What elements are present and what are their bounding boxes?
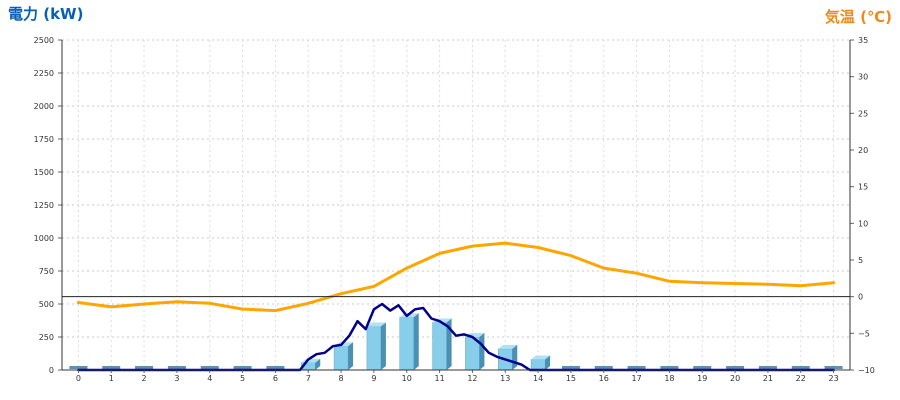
bar xyxy=(333,345,349,371)
left-tick-label: 500 xyxy=(39,300,54,309)
right-tick-label: 5 xyxy=(858,256,863,265)
bar-top xyxy=(498,344,518,349)
x-tick-label: 20 xyxy=(730,374,740,383)
bar-zero-slab xyxy=(693,366,712,369)
bar-side xyxy=(545,355,551,370)
bar-side xyxy=(512,344,518,370)
x-tick-label: 6 xyxy=(273,374,278,383)
bar-side xyxy=(315,358,321,370)
axes xyxy=(58,39,854,373)
bar-zero-slab xyxy=(167,366,186,369)
right-tick-label: 20 xyxy=(858,146,868,155)
left-tick-label: 2500 xyxy=(34,36,54,45)
x-tick-label: 5 xyxy=(240,374,245,383)
x-tick-label: 18 xyxy=(664,374,674,383)
left-axis-title: 電力 (kW) xyxy=(8,5,83,23)
bar-top xyxy=(531,355,551,360)
bar-side xyxy=(348,342,354,370)
bar-side xyxy=(479,333,485,370)
x-tick-label: 14 xyxy=(533,374,543,383)
bar-zero-slab xyxy=(266,366,285,369)
x-tick-label: 23 xyxy=(828,374,838,383)
x-tick-label: 16 xyxy=(599,374,609,383)
bar-top xyxy=(366,322,386,327)
bar-side xyxy=(413,313,419,370)
bar-zero-slab xyxy=(69,366,88,369)
x-tick-label: 11 xyxy=(434,374,444,383)
right-axis-title: 気温 (℃) xyxy=(825,8,892,26)
right-tick-label: 30 xyxy=(858,73,868,82)
bar-zero-slab xyxy=(594,366,613,369)
left-tick-label: 250 xyxy=(39,333,54,342)
x-tick-label: 3 xyxy=(174,374,179,383)
right-tick-label: 10 xyxy=(858,219,868,228)
line-series xyxy=(76,241,836,372)
left-tick-label: 2000 xyxy=(34,102,54,111)
x-tick-label: 9 xyxy=(371,374,376,383)
left-tick-label: 750 xyxy=(39,267,54,276)
bar-zero-slab xyxy=(791,366,810,369)
right-tick-label: 15 xyxy=(858,183,868,192)
x-tick-label: 10 xyxy=(402,374,412,383)
right-tick-label: 35 xyxy=(858,36,868,45)
x-tick-label: 22 xyxy=(796,374,806,383)
right-tick-label: −10 xyxy=(858,366,875,375)
bar-side xyxy=(380,322,386,370)
right-tick-label: −5 xyxy=(858,329,870,338)
bar xyxy=(399,316,414,371)
bar-zero-slab xyxy=(660,366,679,369)
x-tick-label: 17 xyxy=(631,374,641,383)
x-tick-label: 4 xyxy=(207,374,212,383)
x-tick-label: 1 xyxy=(109,374,114,383)
x-tick-label: 19 xyxy=(697,374,707,383)
bar-zero-slab xyxy=(726,366,745,369)
right-tick-label: 0 xyxy=(858,293,863,302)
bar xyxy=(432,322,447,371)
left-tick-label: 1000 xyxy=(34,234,54,243)
bar xyxy=(366,326,382,371)
x-tick-label: 0 xyxy=(76,374,81,383)
x-tick-label: 15 xyxy=(566,374,576,383)
left-tick-label: 1250 xyxy=(34,201,54,210)
right-tick-label: 25 xyxy=(858,109,868,118)
left-tick-label: 2250 xyxy=(34,69,54,78)
x-tick-label: 12 xyxy=(467,374,477,383)
left-tick-label: 1750 xyxy=(34,135,54,144)
bar-zero-slab xyxy=(233,366,252,369)
x-tick-label: 21 xyxy=(763,374,773,383)
bar-zero-slab xyxy=(627,366,646,369)
left-tick-label: 0 xyxy=(49,366,54,375)
bar xyxy=(530,359,546,371)
bar-series xyxy=(69,313,843,371)
x-tick-label: 7 xyxy=(306,374,311,383)
x-tick-label: 13 xyxy=(500,374,510,383)
bar-zero-slab xyxy=(135,366,154,369)
x-tick-label: 8 xyxy=(339,374,344,383)
x-tick-label: 2 xyxy=(142,374,147,383)
power-line xyxy=(77,302,835,372)
grid-lines xyxy=(62,39,850,370)
bar-zero-slab xyxy=(758,366,777,369)
bar-side xyxy=(446,318,452,370)
bar-zero-slab xyxy=(561,366,580,369)
tick-labels: 02505007501000125015001750200022502500−1… xyxy=(34,36,875,383)
bar-zero-slab xyxy=(824,366,843,369)
temperature-line xyxy=(76,241,836,313)
bar-zero-slab xyxy=(200,366,219,369)
bar-zero-slab xyxy=(102,366,121,369)
left-tick-label: 1500 xyxy=(34,168,54,177)
